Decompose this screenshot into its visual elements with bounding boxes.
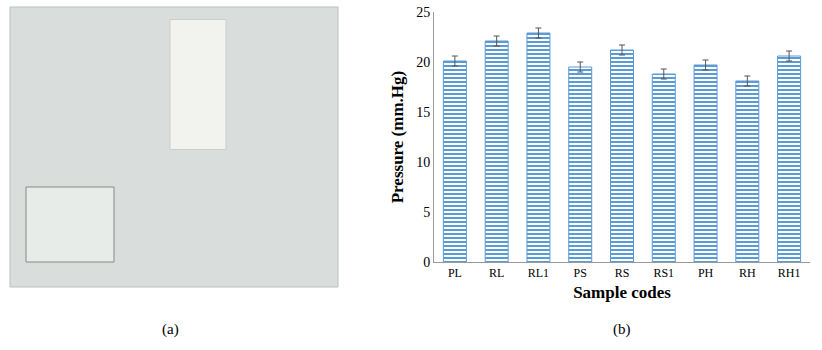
svg-text:10: 10 xyxy=(416,155,430,170)
svg-text:Pressure (mm.Hg): Pressure (mm.Hg) xyxy=(388,71,407,204)
svg-text:PH: PH xyxy=(698,266,714,280)
svg-text:RS1: RS1 xyxy=(653,266,674,280)
svg-text:(b): (b) xyxy=(613,321,631,338)
svg-text:PL: PL xyxy=(448,266,462,280)
svg-text:0: 0 xyxy=(423,255,430,270)
svg-text:RS: RS xyxy=(615,266,630,280)
svg-text:RH1: RH1 xyxy=(778,266,801,280)
svg-text:20: 20 xyxy=(416,55,430,70)
svg-text:25: 25 xyxy=(416,5,430,20)
svg-text:15: 15 xyxy=(416,105,430,120)
svg-text:Sample codes: Sample codes xyxy=(573,283,671,302)
svg-text:RH: RH xyxy=(739,266,756,280)
svg-text:PS: PS xyxy=(574,266,587,280)
svg-text:RL1: RL1 xyxy=(528,266,549,280)
svg-text:RL: RL xyxy=(489,266,504,280)
svg-text:(a): (a) xyxy=(162,321,179,338)
svg-text:5: 5 xyxy=(423,205,430,220)
